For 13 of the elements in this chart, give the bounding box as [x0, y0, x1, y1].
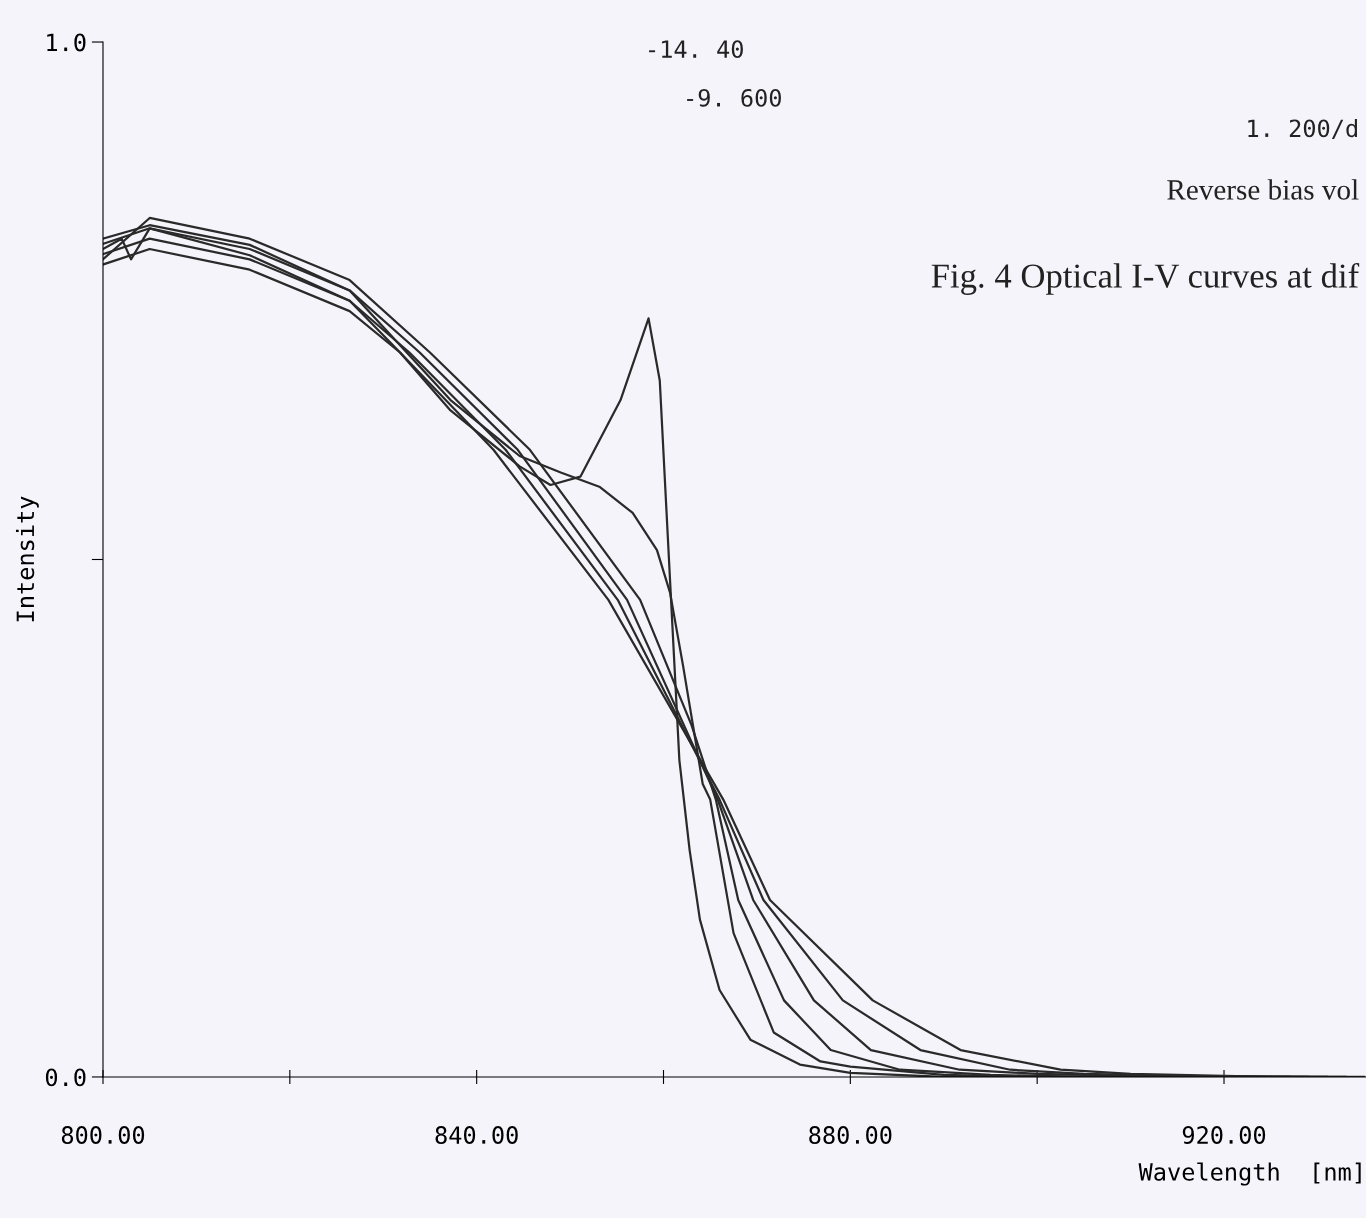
annotation: Reverse bias vol — [1167, 179, 1359, 200]
annotation: 1. 200/d — [1248, 118, 1357, 140]
x-tick-label: 920.00 — [1182, 1126, 1266, 1144]
y-tick-label: 0.0 — [45, 1068, 86, 1087]
x-tick-label: 880.00 — [809, 1126, 892, 1144]
annotation: Fig. 4 Optical I-V curves at dif — [931, 262, 1360, 295]
annotation: -9. 600 — [687, 88, 781, 107]
x-axis-title: Wavelength [nm] — [1138, 1162, 1361, 1186]
x-tick-label: 840.00 — [435, 1126, 518, 1144]
x-tick-label: 800.00 — [61, 1126, 145, 1144]
y-tick-label: 1.0 — [47, 33, 86, 52]
annotation: -14. 40 — [649, 40, 743, 59]
y-axis-title: Intensity — [15, 496, 39, 622]
